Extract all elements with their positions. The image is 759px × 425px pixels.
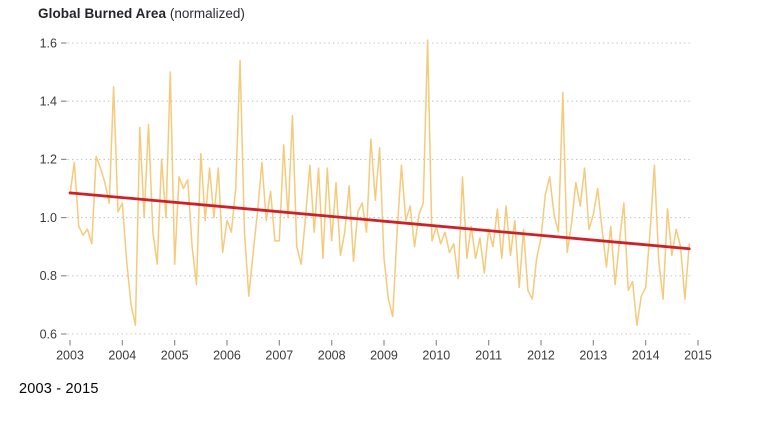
x-tick-label-2011: 2011	[475, 349, 502, 363]
x-tick-label-2010: 2010	[422, 349, 450, 363]
trend-line	[68, 191, 691, 251]
y-tick-label-1.2: 1.2	[40, 153, 57, 167]
y-tick-label-0.8: 0.8	[40, 269, 57, 283]
y-tick-label-1.0: 1.0	[40, 211, 57, 225]
chart-canvas: 1.6 1.4 1.2 1.0 0.8 0.6 2003 2004 2005 2006 2007 20…	[40, 36, 712, 363]
x-tick-label-2015: 2015	[684, 349, 712, 363]
x-tick-label-2012: 2012	[527, 349, 555, 363]
x-tick-label-2014: 2014	[632, 349, 660, 363]
x-tick-label-2005: 2005	[161, 349, 189, 363]
y-tick-label-1.4: 1.4	[40, 95, 57, 109]
x-tick-label-2009: 2009	[370, 349, 398, 363]
chart-title: Global Burned Area (normalized)	[38, 6, 245, 21]
x-tick-label-2013: 2013	[579, 349, 607, 363]
x-tick-label-2003: 2003	[56, 349, 84, 363]
date-range-label: 2003 - 2015	[19, 381, 99, 397]
x-tick-label-2004: 2004	[108, 349, 136, 363]
chart-title-qualifier: (normalized)	[169, 6, 245, 21]
y-tick-label-0.6: 0.6	[40, 327, 57, 341]
y-tick-label-1.6: 1.6	[40, 36, 57, 50]
burned-area-series-line	[69, 39, 691, 327]
chart-title-text: Global Burned Area	[38, 6, 167, 21]
x-tick-label-2006: 2006	[213, 349, 241, 363]
x-tick-label-2008: 2008	[318, 349, 346, 363]
x-tick-label-2007: 2007	[265, 349, 293, 363]
